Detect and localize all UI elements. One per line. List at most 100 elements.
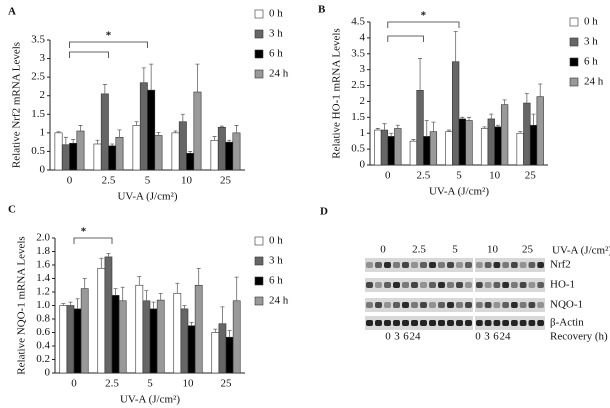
blot-band (429, 302, 436, 308)
error-bar (213, 328, 218, 333)
blot-band (519, 320, 527, 326)
blot-band (393, 262, 400, 268)
bar (54, 132, 63, 171)
x-tick-label: 5 (145, 175, 151, 187)
blot-band (537, 282, 544, 288)
legend-swatch (254, 49, 264, 59)
blot-band (502, 302, 509, 308)
legend-label: 3 h (269, 255, 283, 267)
error-bar (227, 139, 232, 143)
blot-band (366, 262, 373, 268)
legend-label: 0 h (269, 235, 283, 247)
blot-band (420, 302, 427, 308)
blot-band (519, 302, 527, 308)
error-bar (173, 130, 178, 133)
error-bar (102, 84, 107, 94)
bar (387, 136, 395, 166)
legend-swatch (254, 256, 264, 266)
blot-band (429, 320, 436, 326)
x-tick-label: 10 (489, 170, 501, 182)
error-bar (395, 124, 400, 129)
blot-band (366, 320, 373, 326)
blot-band (366, 302, 373, 308)
error-bar (151, 301, 156, 309)
bar (374, 129, 382, 166)
bar (529, 124, 538, 166)
blot-band (429, 262, 436, 268)
blot-band (411, 302, 418, 308)
blot-band (438, 282, 445, 288)
blot-band (393, 320, 400, 326)
error-bar (189, 321, 194, 326)
bar (135, 284, 144, 374)
blot-band (476, 262, 483, 268)
blot-strip (365, 258, 473, 272)
band-label: HO-1 (550, 279, 575, 291)
y-tick-label: 0.5 (351, 143, 365, 155)
blot-band (511, 262, 518, 268)
bar (445, 131, 453, 166)
error-bar (82, 278, 87, 289)
bar (225, 141, 234, 171)
bar (104, 256, 113, 374)
significance-bracket (69, 51, 109, 58)
significance-mark: * (106, 30, 112, 42)
blot-band (402, 262, 409, 268)
blot-band (465, 302, 472, 308)
x-tick-label: 10 (183, 378, 195, 390)
bar (394, 128, 402, 166)
blot-band (484, 302, 492, 308)
bar (171, 132, 180, 171)
y-tick-label: 3 (40, 52, 46, 64)
bar (487, 118, 495, 166)
blot-band (438, 262, 445, 268)
x-tick-label: 25 (220, 175, 232, 187)
blot-band (528, 320, 536, 326)
blot-band (519, 282, 527, 288)
y-tick-label: 1 (360, 127, 366, 139)
recovery-lane: 6 (403, 331, 409, 343)
bar (147, 89, 156, 171)
blot-band (502, 320, 509, 326)
error-bar (227, 330, 232, 338)
blot-strip (365, 316, 473, 330)
bar (225, 336, 234, 374)
error-bar (453, 31, 458, 62)
bar (178, 121, 187, 171)
blot-band (420, 282, 427, 288)
recovery-lane: 0 (475, 331, 481, 343)
dose-label: 2.5 (412, 244, 426, 256)
dose-label: 10 (487, 244, 499, 256)
blot-band (411, 320, 418, 326)
error-bar (75, 298, 80, 309)
legend-swatch (254, 276, 264, 286)
bar (108, 145, 117, 171)
legend-swatch (254, 9, 264, 19)
y-tick-label: 1.2 (36, 286, 50, 298)
error-bar (382, 123, 387, 131)
y-tick-label: 1.5 (351, 111, 365, 123)
blot-band (511, 320, 518, 326)
blot-band (438, 302, 445, 308)
bar (211, 332, 220, 374)
blot-band (393, 302, 400, 308)
x-tick-label: 2.5 (102, 175, 116, 187)
recovery-lane: 24 (500, 331, 512, 343)
legend-label: 3 h (269, 28, 283, 40)
legend-swatch (569, 57, 579, 67)
error-bar (175, 282, 180, 294)
bar (100, 93, 109, 171)
bar (218, 323, 227, 374)
significance-bracket (387, 35, 424, 42)
band-label: Nrf2 (550, 259, 571, 271)
y-axis-title: Relative Nrf2 mRNA Levels (11, 42, 23, 168)
legend-label: 6 h (269, 275, 283, 287)
error-bar (113, 288, 118, 296)
bar (409, 140, 418, 166)
band-label: β-Actin (550, 317, 584, 329)
significance-bracket (69, 41, 148, 48)
legend-label: 0 h (269, 8, 283, 20)
legend-swatch (569, 17, 579, 27)
y-tick-label: 1.0 (36, 299, 50, 311)
bar (516, 132, 524, 166)
